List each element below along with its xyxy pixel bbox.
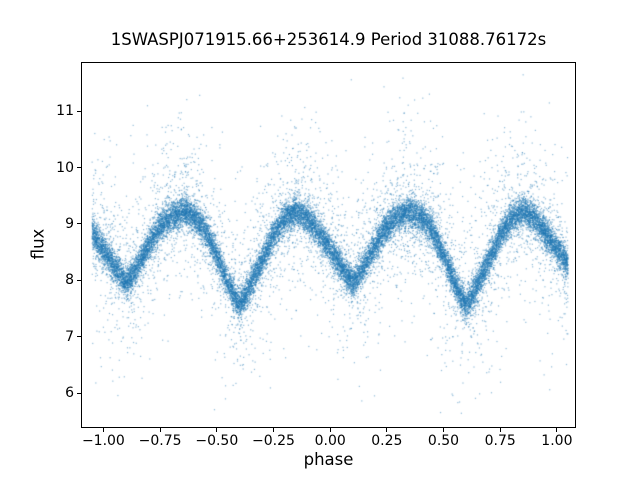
y-tick-mark (77, 167, 81, 168)
y-tick-mark (77, 110, 81, 112)
x-tick-label: 1.00 (541, 433, 573, 449)
x-tick-mark (159, 428, 161, 432)
x-tick-mark (273, 428, 274, 432)
y-tick-mark (77, 336, 81, 338)
y-tick-mark (77, 223, 81, 225)
x-tick-label: −0.75 (138, 433, 182, 449)
x-tick-mark (556, 428, 558, 432)
x-tick-mark (443, 428, 444, 432)
x-tick-mark (329, 428, 331, 432)
x-axis-label: phase (303, 450, 354, 469)
x-tick-label: 0.50 (427, 433, 460, 449)
x-tick-mark (499, 428, 501, 432)
x-tick-label: 0.75 (484, 433, 516, 449)
y-tick-label: 10 (56, 159, 74, 176)
chart-title: 1SWASPJ071915.66+253614.9 Period 31088.7… (110, 30, 547, 49)
x-tick-mark (102, 428, 104, 432)
x-tick-label: −1.00 (81, 433, 125, 449)
x-tick-label: 0.25 (371, 433, 403, 449)
y-tick-mark (77, 392, 81, 394)
y-tick-label: 6 (65, 385, 74, 402)
y-tick-label: 7 (65, 328, 74, 345)
y-tick-label: 9 (65, 215, 74, 232)
x-tick-label: 0.00 (314, 433, 346, 449)
y-tick-label: 8 (65, 272, 74, 289)
y-tick-mark (77, 279, 81, 281)
x-tick-label: −0.50 (195, 433, 239, 449)
y-axis-label: flux (28, 228, 48, 260)
x-tick-mark (386, 428, 388, 432)
plot-area (81, 62, 576, 428)
x-tick-label: −0.25 (252, 433, 295, 449)
x-tick-mark (216, 428, 218, 432)
y-tick-label: 11 (56, 103, 74, 120)
